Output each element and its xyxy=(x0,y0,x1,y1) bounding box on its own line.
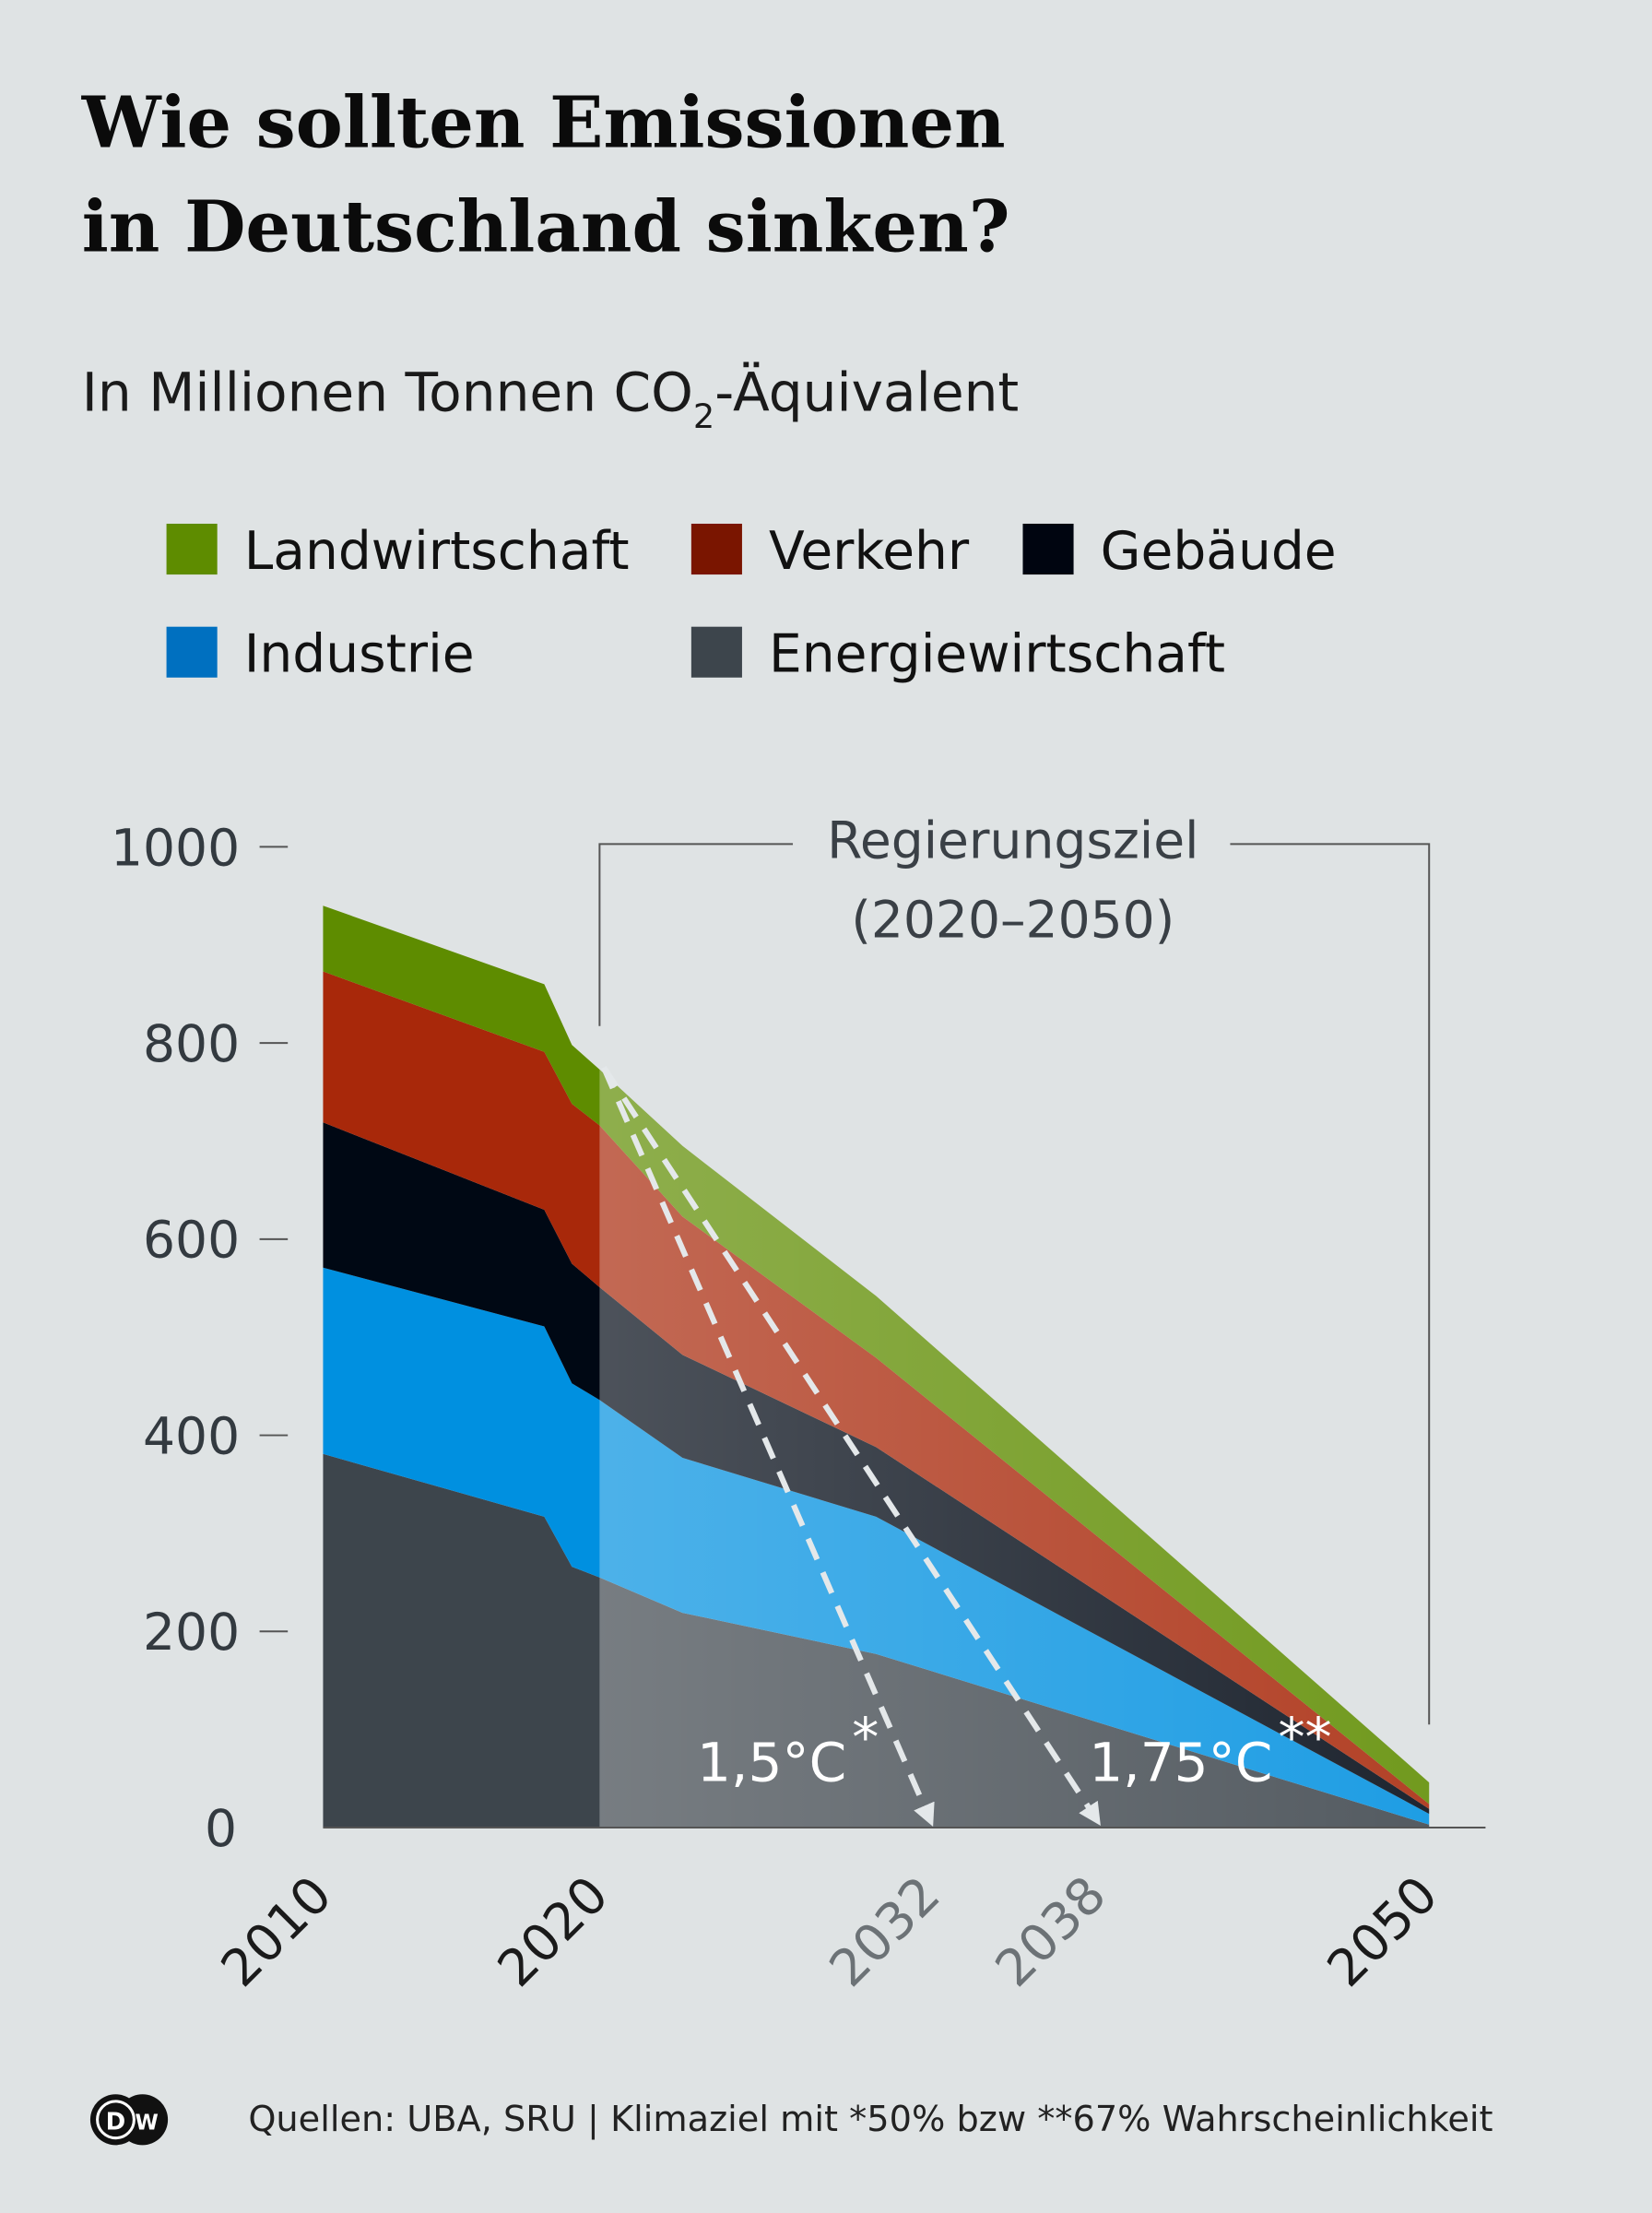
y-tick-label: 1000 xyxy=(111,818,240,877)
source-note: Quellen: UBA, SRU | Klimaziel mit *50% b… xyxy=(248,2099,1493,2140)
legend-label: Verkehr xyxy=(769,521,970,582)
y-tick-label: 600 xyxy=(143,1211,240,1270)
chart-title-line1: Wie sollten Emissionen xyxy=(81,81,1006,164)
pathway-arrow xyxy=(601,1066,935,1827)
legend-label: Energiewirtschaft xyxy=(769,624,1225,685)
annotation-bracket: Regierungsziel (2020–2050) xyxy=(598,811,1431,1725)
svg-text:W: W xyxy=(135,2111,158,2135)
pathway-label: 1,5°C xyxy=(697,1731,846,1793)
y-tick-label: 0 xyxy=(205,1799,237,1858)
legend-swatch-4 xyxy=(690,626,742,678)
y-tick-label: 800 xyxy=(143,1014,240,1073)
subtitle-suffix: -Äquivalent xyxy=(714,361,1019,424)
legend: Landwirtschaft Verkehr Gebäude Industrie Ene… xyxy=(166,521,1337,685)
y-tick-label: 200 xyxy=(143,1603,240,1662)
legend-swatch-3 xyxy=(166,626,218,678)
legend-swatch-0 xyxy=(166,523,218,575)
annotation-range: (2020–2050) xyxy=(851,890,1174,949)
legend-label: Industrie xyxy=(244,624,475,685)
pathway-footnote-mark: * xyxy=(852,1706,879,1769)
subtitle-subscript: 2 xyxy=(693,396,714,436)
pathway-label: 1,75°C xyxy=(1089,1731,1272,1793)
pathway-footnote-mark: ** xyxy=(1278,1706,1331,1769)
subtitle-prefix: In Millionen Tonnen CO xyxy=(82,361,693,424)
chart-title-line2: in Deutschland sinken? xyxy=(82,186,1010,269)
target-period-highlight xyxy=(599,1069,1430,1828)
svg-text:D: D xyxy=(106,2108,126,2136)
chart-subtitle: In Millionen Tonnen CO2-Äquivalent xyxy=(82,361,1019,436)
annotation-label: Regierungsziel xyxy=(827,811,1198,870)
y-tick-label: 400 xyxy=(143,1406,240,1465)
footer: D W Quellen: UBA, SRU | Klimaziel mit *5… xyxy=(89,2094,1493,2146)
legend-swatch-2 xyxy=(1022,523,1074,575)
dw-logo: D W xyxy=(89,2094,169,2146)
legend-label: Gebäude xyxy=(1101,521,1337,582)
legend-label: Landwirtschaft xyxy=(244,521,630,582)
legend-swatch-1 xyxy=(690,523,742,575)
pathway-arrow xyxy=(601,1066,1101,1826)
